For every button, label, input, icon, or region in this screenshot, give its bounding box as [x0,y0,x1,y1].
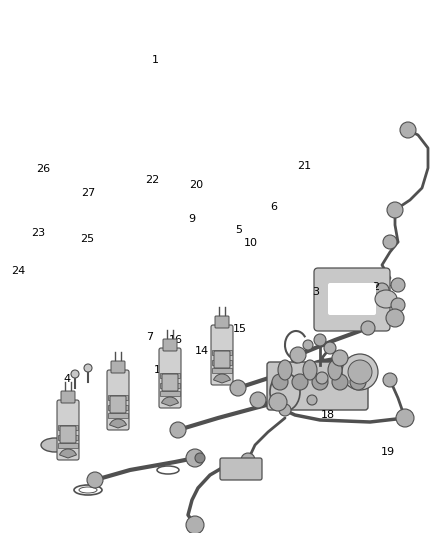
Bar [212,350,232,355]
Bar [212,368,232,373]
FancyBboxPatch shape [159,348,181,408]
Circle shape [342,354,378,390]
FancyBboxPatch shape [111,361,125,373]
Ellipse shape [375,290,397,308]
Circle shape [279,404,291,416]
Text: 10: 10 [244,238,258,247]
Circle shape [84,364,92,372]
Circle shape [250,392,266,408]
Circle shape [186,516,204,533]
Text: 13: 13 [154,366,168,375]
FancyBboxPatch shape [267,362,368,410]
Text: 5: 5 [235,225,242,235]
Circle shape [292,374,308,390]
FancyBboxPatch shape [60,426,76,443]
FancyBboxPatch shape [328,283,376,315]
Bar [58,435,78,440]
Ellipse shape [278,360,292,380]
Text: 24: 24 [11,266,25,276]
Text: 20: 20 [189,181,203,190]
Circle shape [375,283,389,297]
Text: 6: 6 [270,202,277,212]
Ellipse shape [303,360,317,380]
Circle shape [391,278,405,292]
Circle shape [303,340,313,350]
Text: 2: 2 [372,282,379,292]
FancyBboxPatch shape [110,396,126,413]
FancyBboxPatch shape [220,458,262,480]
Bar [58,443,78,448]
Text: 19: 19 [381,447,395,457]
Circle shape [324,342,336,354]
Circle shape [195,453,205,463]
Circle shape [391,298,405,312]
FancyBboxPatch shape [314,268,390,331]
Circle shape [314,334,326,346]
Text: 17: 17 [274,378,288,387]
Text: 16: 16 [169,335,183,345]
FancyBboxPatch shape [61,391,75,403]
Wedge shape [162,397,178,406]
FancyBboxPatch shape [162,374,178,391]
Text: 21: 21 [297,161,311,171]
Text: 3: 3 [312,287,319,297]
Bar [160,383,180,388]
Circle shape [386,309,404,327]
Circle shape [332,350,348,366]
Circle shape [269,393,287,411]
Circle shape [383,373,397,387]
FancyBboxPatch shape [107,370,129,430]
Bar [108,405,128,410]
Circle shape [312,374,328,390]
Wedge shape [60,449,77,458]
FancyBboxPatch shape [163,339,177,351]
Circle shape [361,321,375,335]
Wedge shape [214,374,230,383]
Circle shape [387,202,403,218]
Circle shape [87,472,103,488]
Circle shape [316,372,328,384]
FancyBboxPatch shape [211,325,233,385]
Circle shape [186,449,204,467]
FancyBboxPatch shape [57,400,79,460]
Circle shape [307,395,317,405]
Circle shape [71,370,79,378]
Bar [58,425,78,430]
Circle shape [241,453,255,467]
Circle shape [396,409,414,427]
FancyBboxPatch shape [215,316,229,328]
Bar [108,395,128,400]
Text: 27: 27 [81,188,95,198]
Wedge shape [110,419,127,428]
Circle shape [332,374,348,390]
Circle shape [400,122,416,138]
Text: 23: 23 [32,229,46,238]
Ellipse shape [41,438,69,452]
Circle shape [383,235,397,249]
Circle shape [272,374,288,390]
Text: 14: 14 [195,346,209,356]
Text: 4: 4 [63,375,70,384]
Bar [108,413,128,418]
Circle shape [170,422,186,438]
Ellipse shape [328,360,342,380]
Circle shape [290,347,306,363]
Text: 7: 7 [146,332,153,342]
Text: 25: 25 [80,234,94,244]
Text: 22: 22 [145,175,159,185]
Circle shape [230,380,246,396]
Ellipse shape [79,487,97,493]
Bar [160,391,180,396]
Circle shape [291,353,301,363]
Bar [212,360,232,365]
Text: 15: 15 [233,325,247,334]
Text: 26: 26 [36,165,50,174]
FancyBboxPatch shape [214,351,230,368]
Bar [160,373,180,378]
Text: 18: 18 [321,410,335,419]
Circle shape [350,374,366,390]
Text: 1: 1 [152,55,159,64]
Text: 9: 9 [188,214,195,223]
Circle shape [348,360,372,384]
